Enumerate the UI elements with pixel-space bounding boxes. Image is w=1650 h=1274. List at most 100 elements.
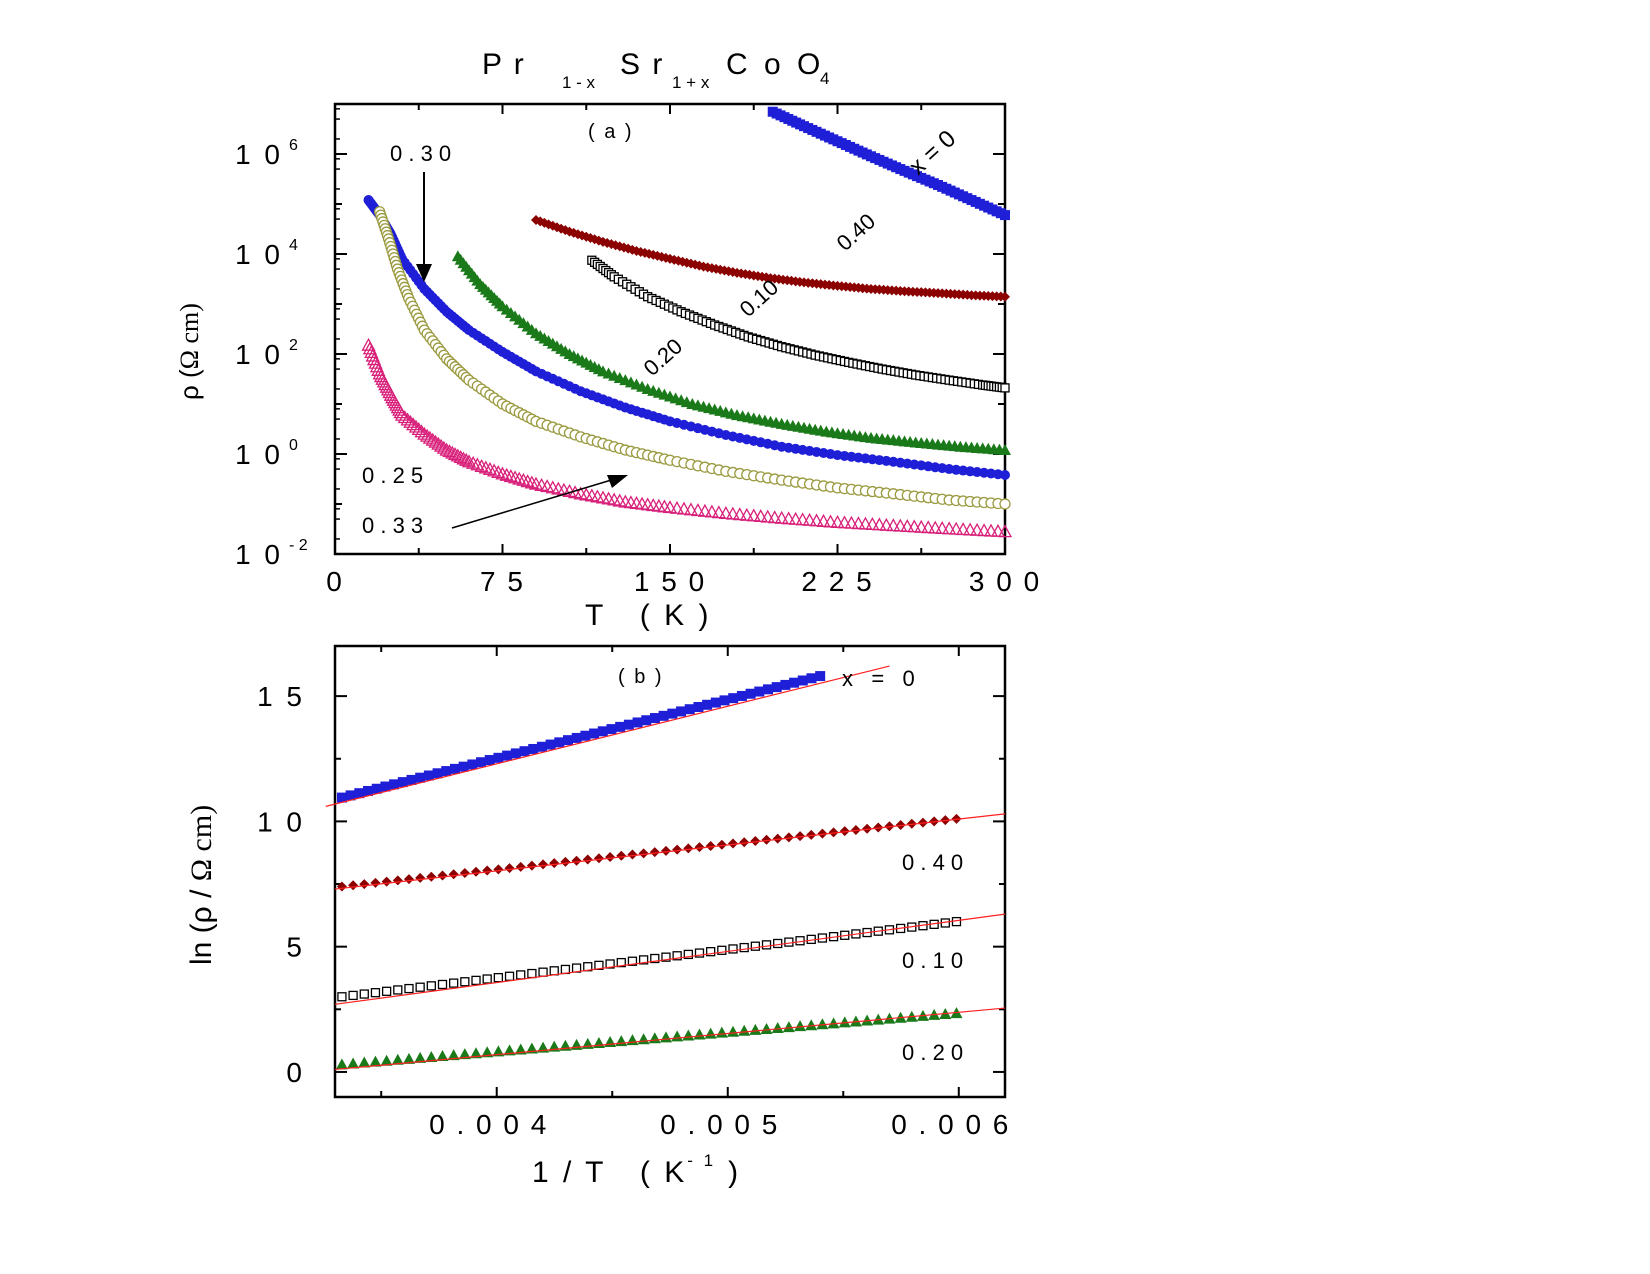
y-tick-label-a: 1 0	[235, 439, 283, 470]
data-point-b	[449, 763, 460, 774]
series-b-2	[334, 913, 1006, 1005]
data-point-b	[404, 983, 414, 994]
data-point-a	[999, 444, 1011, 456]
data-point-a	[442, 444, 457, 458]
data-point-b	[817, 828, 828, 839]
data-point-a	[949, 521, 964, 535]
data-point-b	[627, 849, 638, 860]
panel-b-ylabel-unit: Ω cm)	[185, 805, 218, 881]
arrow-033	[451, 477, 619, 529]
data-point-b	[370, 877, 381, 888]
label-020: 0.20	[639, 333, 688, 380]
data-point-b	[736, 690, 747, 701]
data-point-b	[380, 781, 391, 792]
data-point-b	[354, 788, 365, 799]
data-point-a	[669, 500, 685, 514]
data-point-b	[510, 748, 521, 759]
label-025: 0 . 2 5	[362, 463, 423, 488]
data-point-b	[615, 1035, 628, 1047]
data-point-b	[683, 949, 693, 960]
series-a-0	[767, 106, 1010, 221]
data-point-b	[715, 1026, 728, 1038]
y-tick-label-a: 1 0	[235, 239, 283, 270]
data-point-a	[767, 510, 782, 524]
title-main: P r	[482, 48, 526, 81]
data-point-b	[784, 937, 794, 947]
x-tick-label-a: 2 2 5	[801, 566, 873, 597]
data-point-b	[638, 848, 649, 859]
data-point-a	[823, 514, 838, 528]
data-point-a	[976, 523, 992, 537]
data-point-b	[789, 677, 800, 688]
panel-b-xlabel-main: 1 / T ( K	[532, 1156, 687, 1189]
data-point-b	[615, 721, 626, 732]
data-point-a	[969, 522, 985, 536]
y-tick-label-b: 0	[286, 1057, 305, 1088]
data-point-b	[648, 1032, 661, 1044]
figure-title: P r 1 - x S r 1 + x C o O 4	[482, 48, 829, 92]
x-tick-label-a: 7 5	[480, 566, 525, 597]
data-point-b	[828, 827, 839, 838]
data-point-b	[702, 699, 713, 710]
data-point-b	[745, 688, 756, 699]
data-point-a	[683, 502, 699, 516]
data-point-b	[827, 1017, 840, 1029]
data-point-b	[728, 693, 739, 704]
data-point-b	[481, 1046, 494, 1058]
data-point-b	[493, 972, 504, 983]
data-point-b	[449, 978, 459, 988]
data-point-a	[935, 520, 950, 534]
data-point-a	[433, 438, 449, 452]
data-point-a	[872, 517, 887, 531]
data-point-b	[369, 1055, 382, 1067]
data-point-b	[816, 1018, 829, 1030]
x-tick-label-b: 0 . 0 0 4	[429, 1109, 548, 1140]
data-point-b	[502, 750, 513, 761]
y-tick-label-a: 1 0	[235, 539, 283, 570]
panel-a-ticks: 0 7 5 1 5 0 2 2 5 3 0 0 1 0 - 2 1 0 0 1 0 2 1 0 4 1 0…	[235, 104, 1039, 597]
data-point-a	[865, 517, 880, 531]
data-point-a	[956, 522, 971, 536]
data-point-a	[963, 522, 978, 536]
x-tick-label-b: 0 . 0 0 6	[891, 1109, 1010, 1140]
data-point-a	[1000, 291, 1010, 302]
data-point-b	[345, 790, 356, 801]
data-point-b	[638, 955, 649, 965]
title-sub1: 1 - x	[562, 73, 596, 92]
panel-b-frame	[333, 644, 1007, 1099]
data-point-a	[394, 407, 410, 421]
data-point-a	[428, 434, 443, 448]
data-point-a	[746, 508, 761, 522]
label-033: 0 . 3 3	[362, 513, 423, 538]
data-point-b	[606, 724, 617, 735]
data-point-b	[381, 986, 392, 996]
data-point-b	[580, 730, 591, 741]
data-point-a	[436, 440, 451, 454]
panel-b-series	[325, 665, 1006, 1071]
data-point-a	[907, 519, 922, 533]
label-040: 0.40	[832, 208, 881, 255]
data-point-b	[658, 710, 669, 721]
data-point-b	[750, 836, 761, 847]
data-point-a	[474, 458, 489, 472]
data-point-b	[447, 1049, 460, 1061]
data-point-a	[900, 519, 915, 533]
data-point-b	[437, 979, 448, 990]
data-point-b	[470, 1047, 483, 1059]
data-point-b	[616, 850, 627, 861]
data-point-b	[423, 770, 434, 781]
data-point-b	[815, 671, 826, 682]
data-point-b	[393, 985, 403, 995]
data-point-b	[597, 726, 608, 737]
data-point-b	[549, 858, 560, 869]
data-point-b	[515, 861, 526, 872]
data-point-b	[805, 1019, 818, 1031]
data-point-a	[942, 521, 957, 535]
label-b-010: 0 . 1 0	[902, 948, 963, 973]
data-point-b	[536, 741, 547, 752]
data-point-b	[794, 1020, 807, 1032]
data-point-a	[886, 518, 901, 532]
data-point-a	[760, 509, 775, 523]
data-point-b	[716, 839, 727, 850]
title-mid: S r	[620, 48, 664, 81]
